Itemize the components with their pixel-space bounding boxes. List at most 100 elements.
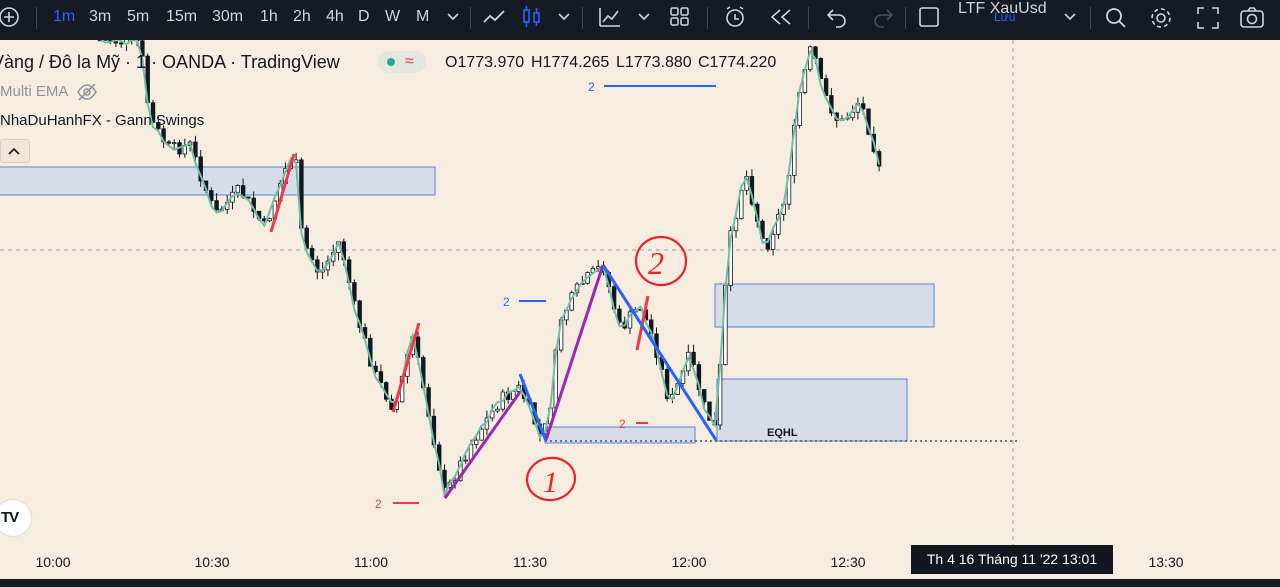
price-chart[interactable]: 2 2 2 2 EQHL 1 2: [0, 40, 1280, 547]
undo-icon[interactable]: [825, 6, 849, 28]
time-tick: 11:30: [513, 554, 547, 570]
interval-30m[interactable]: 30m: [212, 8, 244, 25]
demand-zone[interactable]: [716, 378, 908, 442]
interval-4h[interactable]: 4h: [326, 8, 344, 25]
toolbar-divider: [808, 7, 809, 29]
toolbar-divider: [582, 7, 583, 29]
layout-square-icon[interactable]: [917, 5, 941, 29]
line-chart-icon[interactable]: [482, 6, 508, 28]
swing-count-label: 2: [503, 295, 510, 309]
interval-1m[interactable]: 1m: [53, 8, 76, 25]
layout-name[interactable]: LTF XauUsd: [958, 0, 1047, 17]
collapse-legend-button[interactable]: [0, 139, 30, 163]
interval-d[interactable]: D: [358, 8, 370, 25]
supply-zone[interactable]: [0, 166, 436, 196]
logo-text: TV: [1, 509, 19, 526]
candle-body: [776, 213, 781, 235]
toolbar-divider: [905, 7, 906, 29]
interval-m[interactable]: M: [416, 8, 430, 25]
templates-grid-icon[interactable]: [668, 5, 692, 29]
delayed-data-icon: ≈: [405, 53, 414, 70]
candle-body: [166, 141, 172, 144]
crosshair-time-label: Th 4 16 Tháng 11 '22 13:01: [911, 545, 1113, 574]
alert-clock-icon[interactable]: [722, 4, 748, 30]
swing-purple: [443, 391, 522, 499]
save-status[interactable]: Lưu: [994, 10, 1016, 24]
supply-zone[interactable]: [714, 283, 935, 328]
symbol-title[interactable]: Vàng / Đô la Mỹ · 1 · OANDA · TradingVie…: [0, 52, 340, 72]
interval-1h[interactable]: 1h: [260, 8, 278, 25]
bottom-panel-edge: [0, 579, 1280, 587]
candle-body: [861, 103, 866, 110]
gear-icon[interactable]: [1148, 5, 1174, 31]
candle-body: [479, 428, 484, 441]
market-status-pill[interactable]: ≈: [378, 51, 426, 73]
search-icon[interactable]: [1103, 5, 1129, 31]
handwritten-number-1: 1: [543, 466, 558, 499]
add-symbol-icon[interactable]: [0, 6, 22, 30]
interval-15m[interactable]: 15m: [166, 8, 198, 25]
candle-body: [150, 102, 156, 123]
toolbar-divider: [470, 7, 471, 29]
camera-icon[interactable]: [1238, 5, 1266, 31]
toolbar-divider: [707, 7, 708, 29]
candle-body: [765, 238, 770, 250]
indicators-icon[interactable]: [597, 4, 623, 30]
candle-body: [352, 282, 357, 302]
chevron-down-icon[interactable]: [557, 10, 571, 24]
candle-body: [171, 142, 177, 145]
interval-5m[interactable]: 5m: [127, 8, 150, 25]
candle-body: [378, 371, 384, 384]
candle-body: [214, 200, 219, 211]
swing-blue: [601, 264, 718, 441]
candle-body: [495, 408, 500, 412]
candle-body: [617, 308, 622, 323]
replay-rewind-icon[interactable]: [768, 6, 794, 28]
candles-chart-icon[interactable]: [520, 4, 544, 30]
candle-body: [246, 196, 251, 199]
candle-body: [267, 218, 272, 222]
tradingview-logo[interactable]: TV: [0, 500, 31, 536]
candle-body: [770, 233, 776, 250]
swing-count-label: 2: [588, 80, 595, 94]
candle-body: [691, 351, 696, 365]
candle-body: [707, 401, 712, 421]
handwritten-circle-2: [634, 235, 688, 287]
candle-body: [850, 111, 855, 119]
interval-w[interactable]: W: [385, 8, 401, 25]
chevron-down-icon[interactable]: [1063, 10, 1077, 24]
toolbar-divider: [36, 7, 37, 29]
time-tick: 10:00: [35, 554, 71, 570]
indicator-gann-swings[interactable]: NhaDuHanhFX - Gann Swings: [0, 112, 205, 129]
swing-purple: [544, 264, 605, 441]
interval-3m[interactable]: 3m: [89, 8, 112, 25]
handwritten-number-2: 2: [648, 245, 664, 281]
interval-2h[interactable]: 2h: [293, 8, 311, 25]
top-toolbar: 1m 3m 5m 15m 30m 1h 2h 4h D W M LTF XauU…: [0, 0, 1280, 40]
candle-body: [702, 389, 707, 403]
fullscreen-icon[interactable]: [1195, 5, 1221, 31]
indicator-multi-ema[interactable]: Multi EMA: [0, 83, 69, 100]
time-tick: 13:30: [1148, 554, 1184, 570]
time-tick: 10:30: [194, 554, 230, 570]
candle-body: [113, 41, 119, 44]
redo-icon: [874, 9, 894, 28]
chevron-down-icon[interactable]: [446, 10, 460, 24]
chevron-down-icon[interactable]: [637, 10, 651, 24]
swing-red: [635, 295, 650, 351]
candle-body: [235, 185, 240, 193]
candle-body: [156, 122, 161, 130]
candle-body: [818, 58, 823, 79]
chevron-up-icon: [8, 147, 20, 155]
candle-body: [463, 459, 468, 462]
swing-blue: [518, 373, 548, 442]
eye-hidden-icon[interactable]: [76, 82, 98, 102]
candle-body: [442, 469, 447, 488]
candle-body: [389, 398, 394, 410]
toolbar-divider: [1090, 7, 1091, 29]
time-tick: 12:30: [830, 554, 866, 570]
handwritten-circle-1: [525, 456, 577, 502]
swing-count-label: 2: [619, 417, 626, 431]
swing-red: [391, 322, 421, 413]
ohlc-close: C1774.220: [698, 54, 777, 71]
